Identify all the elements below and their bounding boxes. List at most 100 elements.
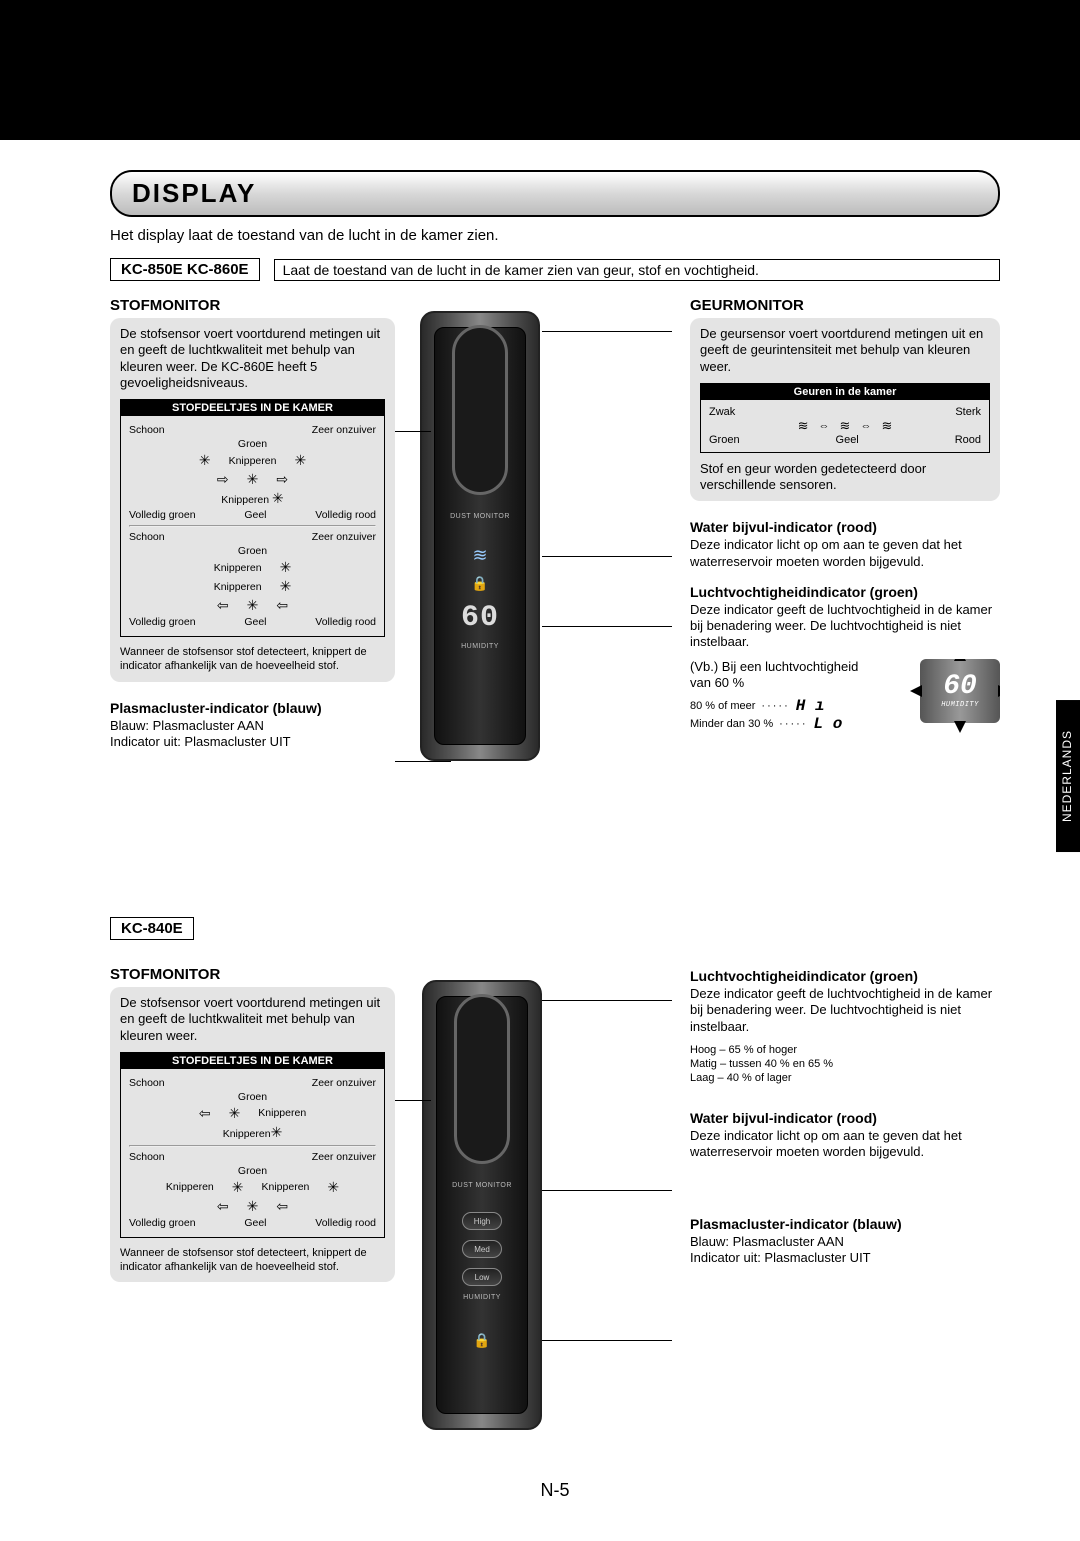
plasma-line2-1: Indicator uit: Plasmacluster UIT [110,734,395,750]
stof-diagram-1: STOFDEELTJES IN DE KAMER Schoon Zeer onzu… [120,399,385,637]
hi-value: H ı [796,697,825,715]
device-low-pill: Low [462,1268,502,1286]
sparkle-icon: ✳ [229,1105,241,1122]
hi-label: 80 % of meer [690,700,755,712]
sparkle-icon: ✳ [247,471,259,488]
label-schoon-2a: Schoon [129,1077,165,1089]
wave-icon: ≋ [472,545,487,566]
label-geel-2: Geel [244,1217,266,1229]
callout-line [542,1190,672,1191]
device-column-1: DUST MONITOR ≋ 🔒 60 HUMIDITY [420,311,550,761]
callout-line [542,556,672,557]
stofmonitor-box-1: De stofsensor voert voortdurend metingen… [110,318,395,682]
device-humidity-label-1: HUMIDITY [422,643,538,650]
arrow-left-icon: ⇦ [276,597,288,614]
model-desc-1: Laat de toestand van de lucht in de kame… [274,259,1000,281]
left-column-1: STOFMONITOR De stofsensor voert voortdur… [110,291,395,750]
stof-diagram-title-2: STOFDEELTJES IN DE KAMER [121,1053,384,1069]
icon-row-b3: ⇦✳⇦ [129,597,376,614]
stofmonitor-text-1: De stofsensor voert voortdurend metingen… [120,326,385,391]
callout-line [395,1100,431,1101]
stofmonitor-heading-2: STOFMONITOR [110,966,395,983]
label-zeeronzuiver-2a: Zeer onzuiver [312,1077,376,1089]
arrow-both-icon: ⇔ [860,420,871,432]
water-heading-1: Water bijvul-indicator (rood) [690,519,1000,535]
label-knipperen-2b: Knipperen [223,1128,271,1140]
sparkle-icon: ✳ [247,597,259,614]
callout-line [542,1340,672,1341]
stof-diagram-title-1: STOFDEELTJES IN DE KAMER [121,400,384,416]
sparkle-icon: ✳ [271,1124,283,1140]
humidity-example-widget: 60 HUMIDITY [920,659,1000,723]
device-dust-label-2: DUST MONITOR [424,1182,540,1189]
model-box-2: KC-840E [110,917,194,940]
stofmonitor-heading-1: STOFMONITOR [110,297,395,314]
lock-icon: 🔒 [471,575,488,592]
callout-line [542,1000,672,1001]
label-geel-a: Geel [244,509,266,521]
lock-icon: 🔒 [473,1332,490,1349]
device-humidity-value-1: 60 [461,601,499,635]
geur-diagram-title: Geuren in de kamer [701,384,989,400]
stof-footnote-2: Wanneer de stofsensor stof detecteert, k… [120,1246,385,1275]
device-mock-1: DUST MONITOR ≋ 🔒 60 HUMIDITY [420,311,540,761]
label-knipperen-b1: Knipperen [214,562,262,574]
arrow-left-icon: ⇦ [217,1198,229,1215]
callout-line [542,626,672,627]
device-med-pill: Med [462,1240,502,1258]
label-rood-geur: Rood [955,434,981,446]
humidity-heading-1: Luchtvochtigheidindicator (groen) [690,584,1000,600]
right-column-1: GEURMONITOR De geursensor voert voortdur… [690,291,1000,733]
plasma-line1-2: Blauw: Plasmacluster AAN [690,1234,1000,1250]
label-schoon-b: Schoon [129,531,165,543]
sparkle-icon: ✳ [247,1198,259,1215]
label-knipperen-a1: Knipperen [229,455,277,467]
stof-diagram-2: STOFDEELTJES IN DE KAMER Schoon Zeer onzu… [120,1052,385,1238]
stofmonitor-text-2: De stofsensor voert voortdurend metingen… [120,995,385,1044]
label-knipperen-b2: Knipperen [214,581,262,593]
label-zeeronzuiver-b: Zeer onzuiver [312,531,376,543]
label-volledigrood-a: Volledig rood [315,509,376,521]
section-1-layout: STOFMONITOR De stofsensor voert voortdur… [110,291,1000,911]
label-schoon-2b: Schoon [129,1151,165,1163]
display-title-bar: DISPLAY [110,170,1000,217]
label-vollediggroen-b: Volledig groen [129,616,196,628]
sparkle-icon: ✳ [280,559,292,576]
water-text-1: Deze indicator licht op om aan te geven … [690,537,1000,570]
water-text-2: Deze indicator licht op om aan te geven … [690,1128,1000,1161]
stofmonitor-box-2: De stofsensor voert voortdurend metingen… [110,987,395,1282]
icon-row-a2: ⇨✳⇨ [129,471,376,488]
wave-icon: ≋ [798,418,809,434]
label-sterk: Sterk [955,406,981,418]
icon-row-a1: ✳ Knipperen ✳ [129,452,376,469]
lo-label: Minder dan 30 % [690,718,773,730]
label-vollediggroen-a: Volledig groen [129,509,196,521]
page-content: DISPLAY Het display laat de toestand van… [0,140,1080,1541]
device-humidity-label-2: HUMIDITY [424,1294,540,1301]
label-groen-2a: Groen [129,1091,376,1103]
label-volledigrood-2: Volledig rood [315,1217,376,1229]
sparkle-icon: ✳ [232,1179,244,1196]
geurmonitor-text: De geursensor voert voortdurend metingen… [700,326,990,375]
arrow-left-icon: ⇦ [199,1105,211,1122]
plasma-line2-2: Indicator uit: Plasmacluster UIT [690,1250,1000,1266]
label-knipperen-a2: Knipperen [221,494,269,506]
arrow-right-icon: ⇨ [276,471,288,488]
label-zwak: Zwak [709,406,735,418]
water-heading-2: Water bijvul-indicator (rood) [690,1110,1000,1126]
sparkle-icon: ✳ [327,1179,339,1196]
black-header-band [0,0,1080,140]
icon-row-b2: Knipperen ✳ [129,578,376,595]
label-zeeronzuiver-a: Zeer onzuiver [312,424,376,436]
geur-diagram: Geuren in de kamer ZwakSterk ≋⇔≋⇔≋ Groen… [700,383,990,453]
humidity-l1: Hoog – 65 % of hoger [690,1043,1000,1057]
model-box-1: KC-850E KC-860E [110,258,260,281]
sparkle-icon: ✳ [294,452,306,469]
section-2-layout: STOFMONITOR De stofsensor voert voortdur… [110,960,1000,1460]
wave-icon: ≋ [840,418,851,434]
display-title: DISPLAY [132,178,256,208]
right-column-2: Luchtvochtigheidindicator (groen) Deze i… [690,960,1000,1267]
sparkle-icon: ✳ [199,452,211,469]
label-knipperen-2d: Knipperen [262,1181,310,1193]
geur-note: Stof en geur worden gedetecteerd door ve… [700,461,990,494]
